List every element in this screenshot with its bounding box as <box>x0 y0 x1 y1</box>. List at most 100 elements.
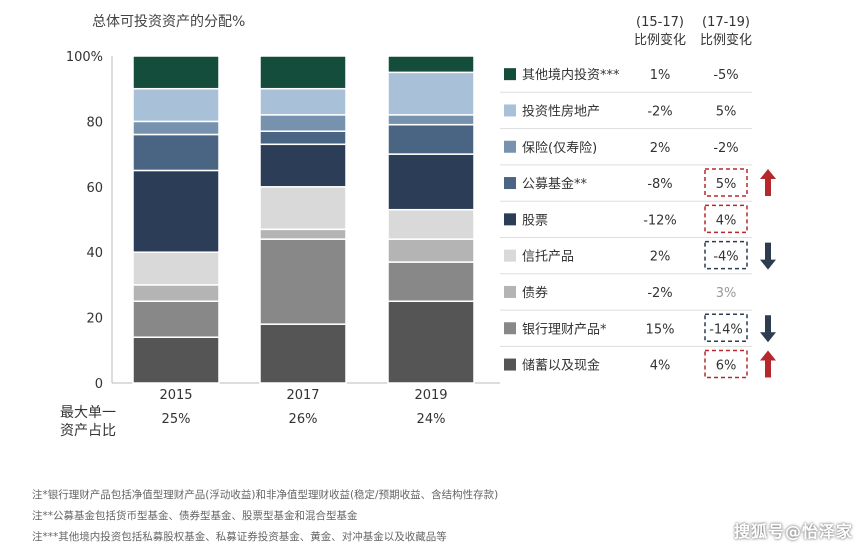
footnote: 注*银行理财产品包括净值型理财产品(浮动收益)和非净值型理财收益(稳定/预期收益… <box>32 488 498 501</box>
bar-segment <box>259 228 347 240</box>
max-asset-label: 资产占比 <box>60 423 116 439</box>
y-axis-ticks: 0 20 40 60 80 100% <box>66 50 103 392</box>
legend-swatch <box>504 249 516 262</box>
x-axis-labels: 2015 2017 2019 <box>159 388 447 403</box>
highlight-box <box>704 349 748 379</box>
highlight-box <box>704 240 748 270</box>
bar-segment <box>387 238 475 263</box>
legend-swatch <box>504 285 516 298</box>
y-tick-label: 100% <box>66 50 103 65</box>
bar-segment <box>132 87 220 123</box>
bar-segment <box>259 143 347 188</box>
max-asset-value: 24% <box>417 412 446 427</box>
legend-label: 公募基金** <box>522 176 588 192</box>
chart-title: 总体可投资资产的分配% <box>92 14 245 30</box>
legend-label: 债券 <box>522 285 548 301</box>
x-tick-label: 2019 <box>414 388 447 403</box>
change-17-19: 6% <box>716 359 737 374</box>
bar-segment <box>259 238 347 325</box>
bar-segment <box>387 153 475 211</box>
change-17-19: -2% <box>713 141 738 156</box>
column-header: (17-19) <box>702 15 750 30</box>
change-15-17: -12% <box>643 213 677 228</box>
x-tick-label: 2015 <box>159 388 192 403</box>
legend-swatch <box>504 213 516 226</box>
legend-label: 股票 <box>522 213 548 228</box>
change-15-17: 4% <box>650 359 671 374</box>
highlight-box <box>704 168 748 197</box>
y-tick-label: 60 <box>86 181 103 196</box>
max-asset-value: 26% <box>289 412 318 427</box>
legend-label: 其他境内投资*** <box>522 67 620 83</box>
change-15-17: -8% <box>647 177 672 192</box>
change-15-17: 15% <box>646 322 675 337</box>
watermark: 搜狐号@怡泽家 <box>733 522 853 541</box>
bar-segment <box>387 55 475 74</box>
bar-segment <box>259 323 347 384</box>
legend-swatch <box>504 177 516 190</box>
legend-label: 保险(仅寿险) <box>522 141 597 156</box>
bar-segment <box>387 261 475 303</box>
footnote: 注**公募基金包括货币型基金、债券型基金、股票型基金和混合型基金 <box>32 509 358 522</box>
legend-label: 信托产品 <box>522 250 574 265</box>
highlight-box <box>704 313 748 342</box>
legend-swatch <box>504 358 516 371</box>
down-arrow-icon <box>760 315 776 343</box>
change-17-19: 5% <box>716 177 737 192</box>
bar-segment <box>132 300 220 338</box>
bar-segment <box>132 336 220 384</box>
max-asset-label: 最大单一 <box>60 405 116 421</box>
change-15-17: 1% <box>650 68 671 83</box>
bar-segment <box>387 123 475 155</box>
change-17-19: -5% <box>713 68 738 83</box>
change-17-19: -4% <box>713 250 738 265</box>
change-17-19: 5% <box>716 104 737 119</box>
bar-segment <box>259 130 347 146</box>
bar-segment <box>259 55 347 90</box>
bar-segment <box>259 186 347 231</box>
down-arrow-icon <box>760 242 776 270</box>
footnotes: 注*银行理财产品包括净值型理财产品(浮动收益)和非净值型理财收益(稳定/预期收益… <box>32 488 498 543</box>
bar-segment <box>387 208 475 240</box>
column-header: (15-17) <box>636 15 684 30</box>
bar-segment <box>132 251 220 286</box>
y-tick-label: 0 <box>95 377 103 392</box>
change-17-19: 4% <box>716 213 737 228</box>
x-tick-label: 2017 <box>286 388 319 403</box>
bar-segment <box>132 55 220 90</box>
bar-segment <box>259 114 347 132</box>
y-tick-label: 80 <box>86 115 103 130</box>
bar-segment <box>387 114 475 126</box>
change-17-19: -14% <box>709 322 743 337</box>
legend-label: 银行理财产品* <box>522 322 607 337</box>
column-header: 比例变化 <box>634 32 686 48</box>
bar-segment <box>259 87 347 116</box>
footnote: 注***其他境内投资包括私募股权基金、私募证券投资基金、黄金、对冲基金以及收藏品… <box>32 530 447 543</box>
y-tick-label: 20 <box>86 312 103 327</box>
bar-segment <box>132 169 220 253</box>
up-arrow-icon <box>760 350 776 378</box>
bar-stacks <box>132 55 475 384</box>
change-15-17: -2% <box>647 104 672 119</box>
legend-swatch <box>504 68 516 81</box>
change-15-17: 2% <box>650 250 671 265</box>
column-header: 比例变化 <box>700 32 752 48</box>
bar-segment <box>387 300 475 384</box>
max-asset-value: 25% <box>162 412 191 427</box>
bar-segment <box>387 71 475 116</box>
bar-segment <box>132 120 220 136</box>
y-tick-label: 40 <box>86 246 103 261</box>
legend-swatch <box>504 140 516 153</box>
highlight-box <box>704 204 748 234</box>
legend-label: 投资性房地产 <box>522 103 600 119</box>
change-15-17: -2% <box>647 286 672 301</box>
bar-segment <box>132 284 220 302</box>
legend-swatch <box>504 322 516 335</box>
up-arrow-icon <box>760 169 776 197</box>
change-17-19: 3% <box>716 286 737 301</box>
legend-label: 储蓄以及现金 <box>522 358 600 374</box>
bar-segment <box>132 133 220 172</box>
legend-table: 其他境内投资*** 1% -5% 投资性房地产 -2% 5% 保险(仅寿险) 2% -2% 公募基… <box>500 67 776 379</box>
